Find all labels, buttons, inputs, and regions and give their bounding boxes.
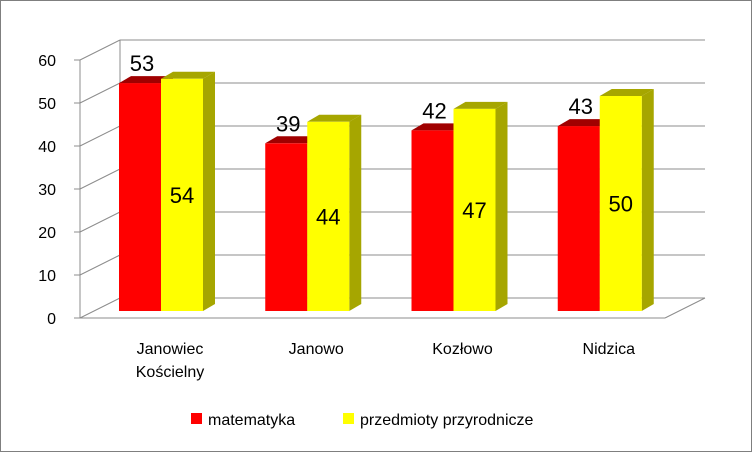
- gridline-side-60: [79, 39, 121, 61]
- bar-top-face: [599, 89, 654, 96]
- floor-right-edge: [664, 297, 706, 319]
- data-label-matematyka-2: 42: [422, 98, 446, 123]
- bar-przedmioty-przyrodnicze-2: [453, 101, 508, 312]
- bar-top-face: [411, 123, 466, 131]
- bar-side-face: [495, 101, 508, 312]
- bar-side-face: [641, 89, 654, 311]
- legend-swatch-1: [343, 413, 354, 424]
- bar-przedmioty-przyrodnicze-0: [161, 71, 215, 311]
- bar-front-face: [307, 121, 350, 311]
- gridline-side-30: [79, 168, 121, 190]
- legend-item-1: przedmioty przyrodnicze: [343, 412, 534, 429]
- bar-przedmioty-przyrodnicze-3: [599, 89, 654, 311]
- data-label-przedmioty-przyrodnicze-3: 50: [609, 192, 633, 217]
- label-layer: 53 54 Janowiec Kościelny 39 44 Janowo 42 47 Kozło…: [130, 51, 635, 381]
- legend-swatch-0: [191, 413, 202, 424]
- bar-top-face: [453, 101, 508, 109]
- data-label-przedmioty-przyrodnicze-1: 44: [316, 204, 340, 229]
- y-tick-label-10: 10: [38, 268, 56, 285]
- bar-front-face: [161, 78, 203, 311]
- y-tick-label-50: 50: [38, 96, 56, 113]
- y-tick-label-30: 30: [38, 182, 56, 199]
- legend: matematyka przedmioty przyrodnicze: [191, 412, 534, 429]
- bar-layer: [119, 71, 654, 312]
- x-tick-label-2: Kozłowo: [432, 341, 493, 358]
- data-label-matematyka-1: 39: [276, 111, 300, 136]
- bar-top-face: [119, 76, 173, 84]
- bar-front-face: [411, 130, 454, 311]
- bar-top-face: [307, 114, 362, 122]
- gridline-side-0: [79, 297, 121, 319]
- y-tick-label-0: 0: [47, 311, 56, 328]
- bar-front-face: [265, 143, 308, 311]
- legend-item-0: matematyka: [191, 412, 295, 429]
- y-tick-label-40: 40: [38, 139, 56, 156]
- x-tick-label-3: Nidzica: [583, 341, 636, 358]
- bar-top-face: [557, 119, 612, 127]
- data-label-matematyka-0: 53: [130, 51, 154, 76]
- y-tick-label-60: 60: [38, 53, 56, 70]
- bar-front-face: [453, 108, 496, 312]
- bar-front-face: [599, 96, 642, 311]
- gridline-side-20: [79, 211, 121, 233]
- x-tick-label-1: Janowo: [289, 341, 344, 358]
- bar-front-face: [557, 126, 600, 311]
- bar-side-face: [203, 71, 215, 311]
- y-tick-label-20: 20: [38, 225, 56, 242]
- bar-top-face: [265, 136, 320, 144]
- data-label-przedmioty-przyrodnicze-2: 47: [462, 198, 486, 223]
- data-label-przedmioty-przyrodnicze-0: 54: [170, 183, 194, 208]
- bar-top-face: [161, 71, 215, 79]
- legend-label-0: matematyka: [208, 412, 295, 429]
- bar-przedmioty-przyrodnicze-1: [307, 114, 362, 311]
- gridline-side-50: [79, 82, 121, 104]
- bar-front-face: [119, 83, 161, 311]
- data-label-matematyka-3: 43: [569, 94, 593, 119]
- gridline-side-40: [79, 125, 121, 147]
- x-tick-label-0: Janowiec Kościelny: [136, 341, 204, 381]
- legend-label-1: przedmioty przyrodnicze: [360, 412, 534, 429]
- bar-side-face: [349, 114, 362, 311]
- gridline-side-10: [79, 254, 121, 276]
